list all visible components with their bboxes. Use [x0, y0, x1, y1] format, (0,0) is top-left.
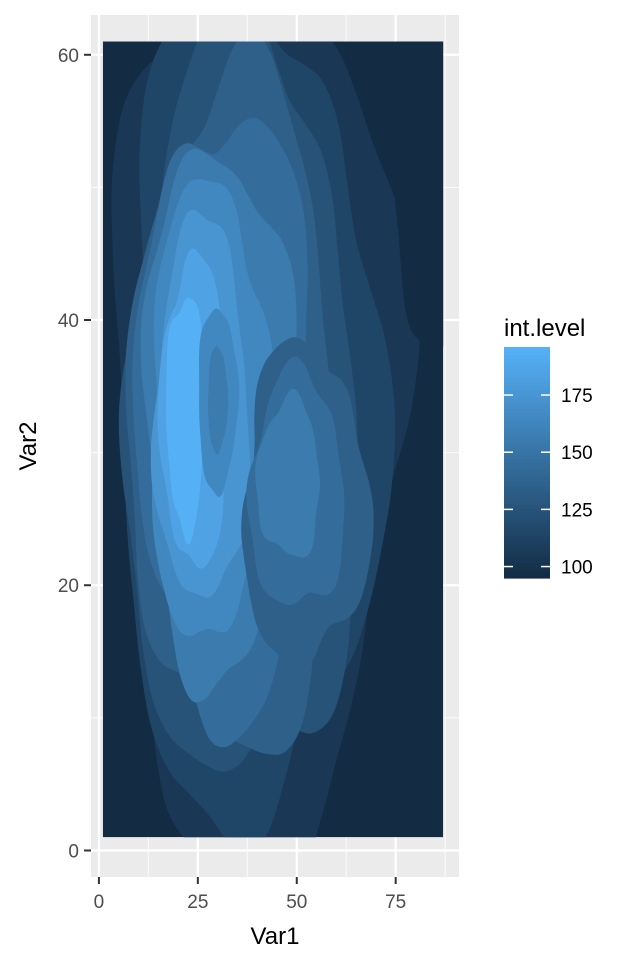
y-tick-label: 20: [58, 576, 79, 597]
legend-gradient-step: [504, 447, 550, 452]
legend-gradient-step: [504, 381, 550, 387]
legend-gradient-step: [504, 462, 550, 467]
y-axis: 0 20 40 60: [58, 46, 91, 862]
legend-gradient-step: [504, 389, 550, 394]
legend: int.level 100 125 150 175: [504, 315, 593, 579]
legend-gradient-step: [504, 450, 550, 456]
legend-gradient-step: [504, 466, 550, 471]
legend-gradient-step: [504, 566, 550, 571]
x-axis-title: Var1: [251, 923, 300, 950]
legend-gradient-step: [504, 400, 550, 406]
legend-tick-label: 125: [561, 500, 593, 521]
legend-gradient-step: [504, 362, 550, 367]
y-tick-label: 40: [58, 311, 79, 332]
legend-gradient-step: [504, 366, 550, 371]
legend-gradient-step: [504, 551, 550, 556]
legend-gradient-step: [504, 458, 550, 464]
legend-gradient-step: [504, 574, 550, 579]
legend-gradient-step: [504, 404, 550, 410]
legend-ticks: 100 125 150 175: [504, 386, 593, 579]
legend-gradient-step: [504, 350, 550, 356]
legend-gradient-step: [504, 512, 550, 517]
legend-gradient-step: [504, 489, 550, 494]
legend-gradient-step: [504, 558, 550, 564]
contour-band: [255, 388, 320, 558]
legend-gradient-step: [504, 543, 550, 548]
contour-band: [391, 41, 444, 355]
contour-band: [208, 346, 229, 455]
legend-gradient-step: [504, 562, 550, 568]
legend-gradient-step: [504, 501, 550, 506]
legend-gradient-step: [504, 508, 550, 514]
legend-gradient-step: [504, 354, 550, 360]
legend-gradient-step: [504, 431, 550, 437]
legend-gradient-step: [504, 427, 550, 433]
x-tick-label: 50: [286, 892, 307, 913]
legend-gradient-step: [504, 373, 550, 379]
x-tick-label: 0: [94, 892, 105, 913]
legend-gradient-step: [504, 347, 550, 352]
legend-tick-label: 150: [561, 443, 593, 464]
legend-gradient-step: [504, 524, 550, 529]
legend-gradient-step: [504, 377, 550, 383]
y-axis-title: Var2: [15, 422, 42, 471]
legend-gradient-step: [504, 439, 550, 444]
legend-gradient-step: [504, 470, 550, 475]
legend-gradient-step: [504, 531, 550, 537]
legend-gradient-step: [504, 554, 550, 560]
legend-gradient-step: [504, 358, 550, 363]
legend-gradient-step: [504, 393, 550, 398]
legend-gradient-step: [504, 516, 550, 521]
contour-fill-layer: [102, 41, 444, 838]
legend-gradient-step: [504, 408, 550, 414]
x-axis: 0 25 50 75: [94, 877, 406, 913]
legend-gradient-step: [504, 397, 550, 402]
legend-gradient-step: [504, 547, 550, 552]
legend-gradient-step: [504, 570, 550, 575]
legend-gradient-step: [504, 539, 550, 544]
legend-gradient-step: [504, 385, 550, 390]
legend-gradient-step: [504, 493, 550, 498]
y-tick-label: 60: [58, 46, 79, 67]
legend-gradient-step: [504, 435, 550, 440]
legend-gradient-step: [504, 485, 550, 491]
legend-gradient-step: [504, 504, 550, 510]
legend-gradient-step: [504, 535, 550, 541]
legend-title: int.level: [504, 315, 585, 342]
legend-gradient-step: [504, 420, 550, 425]
contour-band: [165, 297, 207, 545]
legend-tick-label: 175: [561, 386, 593, 407]
legend-gradient-step: [504, 477, 550, 483]
legend-gradient-step: [504, 443, 550, 448]
legend-gradient-step: [504, 497, 550, 502]
y-tick-label: 0: [68, 841, 79, 862]
legend-gradient-step: [504, 474, 550, 479]
legend-gradient-step: [504, 520, 550, 525]
legend-gradient-step: [504, 412, 550, 417]
legend-gradient-step: [504, 454, 550, 460]
legend-gradient-step: [504, 424, 550, 429]
legend-tick-label: 100: [561, 558, 593, 579]
x-tick-label: 25: [187, 892, 208, 913]
legend-gradient-step: [504, 416, 550, 421]
legend-gradient-step: [504, 481, 550, 487]
x-tick-label: 75: [385, 892, 406, 913]
legend-gradient-step: [504, 370, 550, 375]
legend-gradient-step: [504, 527, 550, 533]
